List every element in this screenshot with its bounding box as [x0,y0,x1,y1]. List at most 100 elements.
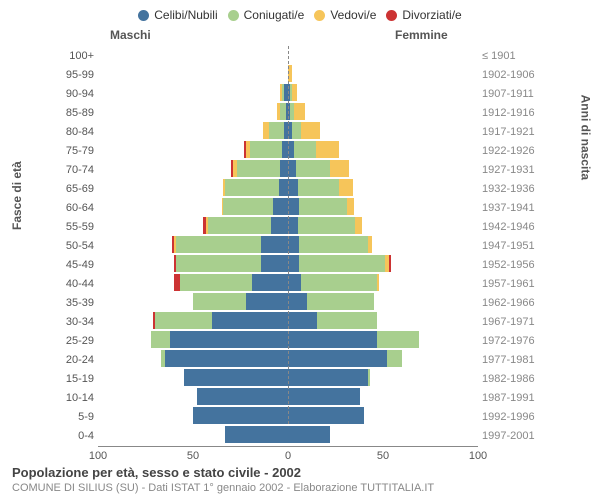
male-bar [98,331,288,348]
female-bar [288,388,478,405]
segment-con [294,141,317,158]
age-row: 10-141987-1991 [60,388,540,407]
segment-cel [261,236,288,253]
age-row: 60-641937-1941 [60,198,540,217]
age-label: 15-19 [60,373,98,385]
male-bar [98,350,288,367]
birth-year-label: 1957-1961 [478,278,540,290]
segment-cel [197,388,288,405]
birth-year-label: 1917-1921 [478,126,540,138]
age-label: 75-79 [60,145,98,157]
segment-cel [261,255,288,272]
age-label: 65-69 [60,183,98,195]
segment-con [208,217,271,234]
legend-swatch [386,10,397,21]
segment-cel [288,179,298,196]
segment-con [298,179,340,196]
segment-ved [294,103,305,120]
segment-ved [339,179,352,196]
segment-con [368,369,370,386]
male-bar [98,122,288,139]
chart-subtitle: COMUNE DI SILIUS (SU) - Dati ISTAT 1° ge… [12,482,434,494]
segment-cel [252,274,288,291]
segment-con [292,122,302,139]
segment-cel [212,312,288,329]
age-row: 0-41997-2001 [60,426,540,445]
segment-ved [347,198,355,215]
female-bar [288,255,478,272]
legend-swatch [228,10,239,21]
birth-year-label: 1962-1966 [478,297,540,309]
segment-cel [184,369,289,386]
male-bar [98,103,288,120]
segment-con [301,274,377,291]
segment-ved [292,84,298,101]
birth-year-label: 1942-1946 [478,221,540,233]
segment-con [377,331,419,348]
segment-con [298,217,355,234]
x-axis: 10050050100 [98,446,478,466]
segment-con [176,236,262,253]
center-axis-line [288,46,289,424]
segment-con [387,350,402,367]
segment-cel [279,179,289,196]
segment-con [296,160,330,177]
female-bar [288,274,478,291]
age-row: 80-84 1917-1921 [60,122,540,141]
segment-ved [316,141,339,158]
age-row: 20-241977-1981 [60,350,540,369]
male-bar [98,84,288,101]
header-male: Maschi [110,28,151,42]
birth-year-label: 1927-1931 [478,164,540,176]
age-row: 100+≤ 1901 [60,46,540,65]
male-bar [98,274,288,291]
header-female: Femmine [395,28,448,42]
birth-year-label: 1992-1996 [478,411,540,423]
age-row: 45-491952-1956 [60,255,540,274]
x-axis-tick: 50 [187,450,199,462]
segment-con [176,255,262,272]
segment-cel [288,293,307,310]
age-row: 75-791922-1926 [60,141,540,160]
age-row: 65-69 1932-1936 [60,179,540,198]
age-label: 35-39 [60,297,98,309]
segment-cel [288,255,299,272]
birth-year-label: 1932-1936 [478,183,540,195]
age-label: 70-74 [60,164,98,176]
birth-year-label: 1912-1916 [478,107,540,119]
segment-con [250,141,282,158]
age-label: 50-54 [60,240,98,252]
segment-cel [288,388,360,405]
segment-cel [288,274,301,291]
segment-cel [271,217,288,234]
age-row: 70-74 1927-1931 [60,160,540,179]
birth-year-label: 1967-1971 [478,316,540,328]
legend: Celibi/NubiliConiugati/eVedovi/eDivorzia… [0,0,600,26]
birth-year-label: 1907-1911 [478,88,540,100]
birth-year-label: ≤ 1901 [478,50,540,62]
age-label: 20-24 [60,354,98,366]
age-label: 80-84 [60,126,98,138]
female-bar [288,46,478,63]
segment-con [299,236,367,253]
male-bar [98,217,288,234]
legend-label: Coniugati/e [244,8,305,22]
age-row: 5-91992-1996 [60,407,540,426]
male-bar [98,46,288,63]
female-bar [288,84,478,101]
segment-div [389,255,391,272]
female-bar [288,236,478,253]
segment-con [180,274,252,291]
segment-cel [225,426,288,443]
pyramid-chart: 100+≤ 190195-991902-190690-941907-191185… [60,46,540,446]
male-bar [98,312,288,329]
female-bar [288,350,478,367]
bar-wrap [98,426,478,445]
age-label: 95-99 [60,69,98,81]
male-bar [98,407,288,424]
x-axis-tick: 50 [377,450,389,462]
female-bar [288,65,478,82]
segment-con [193,293,246,310]
age-row: 55-591942-1946 [60,217,540,236]
segment-ved [330,160,349,177]
